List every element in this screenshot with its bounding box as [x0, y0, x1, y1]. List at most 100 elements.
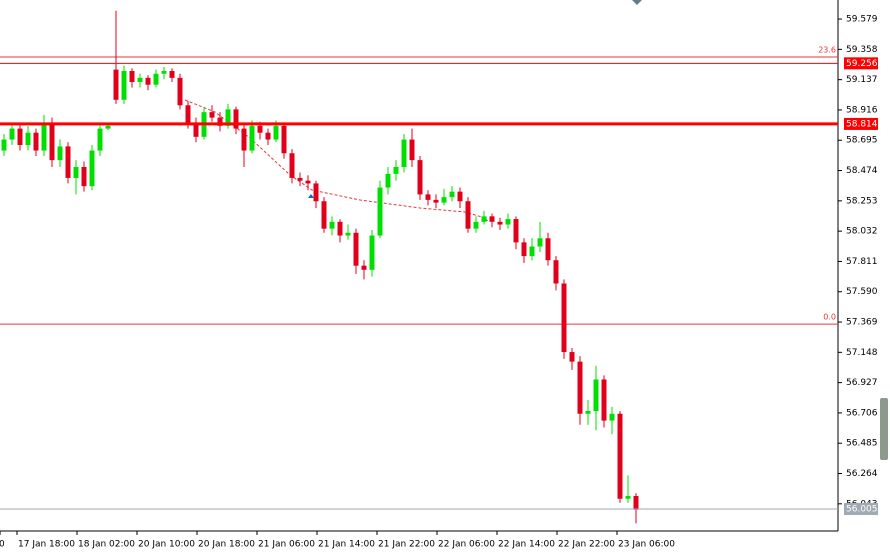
candle-body — [593, 379, 599, 412]
shift-marker — [632, 0, 642, 5]
y-tick-label: 57.148 — [846, 348, 878, 358]
candle-body — [369, 235, 375, 270]
candle-body — [513, 219, 519, 243]
candle-body — [97, 128, 103, 151]
candle-body — [241, 128, 247, 151]
candle-body — [537, 238, 543, 247]
candle-body — [249, 125, 255, 151]
candle-body — [473, 221, 479, 229]
candle-body — [57, 146, 63, 161]
candle-body — [273, 125, 279, 140]
candle-body — [361, 265, 367, 270]
y-tick-label: 56.264 — [846, 469, 878, 479]
price-label-box — [844, 57, 878, 70]
candle-body — [505, 219, 511, 225]
candle-body — [625, 496, 631, 499]
x-tick-label: 21 Jan 14:00 — [318, 540, 375, 550]
candle-body — [601, 379, 607, 421]
candle-body — [265, 132, 271, 140]
candle-body — [481, 216, 487, 222]
scroll-handle[interactable] — [880, 398, 888, 460]
candle-body — [81, 166, 87, 187]
y-tick-label: 58.253 — [846, 196, 878, 206]
candle-body — [41, 123, 47, 151]
candle-body — [177, 77, 183, 106]
candle-body — [137, 77, 143, 82]
y-tick-label: 58.032 — [846, 227, 878, 237]
y-tick-label: 56.927 — [846, 378, 878, 388]
candle-body — [345, 232, 351, 236]
y-tick-label: 57.811 — [846, 257, 878, 267]
candle-body — [353, 232, 359, 266]
candle-body — [33, 132, 39, 151]
candle-body — [465, 201, 471, 229]
candle-body — [281, 125, 287, 154]
x-tick-label: 0 — [0, 540, 5, 550]
candle-body — [225, 109, 231, 126]
x-tick-label: 20 Jan 18:00 — [198, 540, 255, 550]
price-label: 59.256 — [846, 59, 878, 69]
fib-label: 23.6 — [818, 46, 836, 55]
candle-body — [153, 73, 159, 85]
y-tick-label: 56.485 — [846, 439, 878, 449]
candle-body — [113, 69, 119, 100]
price-label-box — [844, 503, 878, 516]
y-tick-label: 58.695 — [846, 136, 878, 146]
candle-body — [321, 201, 327, 229]
candle-body — [553, 260, 559, 284]
x-tick-label: 18 Jan 02:00 — [78, 540, 135, 550]
candle-body — [609, 413, 615, 421]
y-tick-label: 56.706 — [846, 408, 878, 418]
candle-body — [393, 166, 399, 174]
candle-body — [633, 496, 639, 510]
y-tick-label: 58.916 — [846, 105, 878, 115]
candle-body — [497, 221, 503, 225]
y-tick-label: 59.579 — [846, 15, 878, 25]
y-tick-label: 57.369 — [846, 318, 878, 328]
x-tick-label: 22 Jan 06:00 — [438, 540, 495, 550]
candle-body — [617, 413, 623, 499]
candle-body — [377, 187, 383, 236]
candle-body — [161, 71, 167, 74]
candle-body — [401, 139, 407, 167]
candle-body — [385, 173, 391, 188]
candle-body — [297, 177, 303, 181]
price-label-box — [844, 117, 878, 130]
candle-body — [457, 191, 463, 202]
candle-body — [169, 71, 175, 78]
candle-body — [217, 117, 223, 126]
candle-body — [409, 139, 415, 161]
candle-body — [129, 71, 135, 82]
candle-body — [209, 112, 215, 118]
candle-body — [545, 238, 551, 261]
candle-body — [65, 146, 71, 178]
x-tick-label: 22 Jan 22:00 — [558, 540, 615, 550]
candle-body — [121, 71, 127, 100]
x-tick-label: 21 Jan 06:00 — [258, 540, 315, 550]
candle-body — [233, 109, 239, 129]
price-label: 56.005 — [846, 505, 878, 515]
candle-body — [433, 199, 439, 203]
candle-body — [329, 221, 335, 229]
candle-body — [49, 123, 55, 161]
candle-body — [425, 194, 431, 200]
x-tick-label: 23 Jan 06:00 — [618, 540, 675, 550]
candle-body — [17, 128, 23, 146]
y-tick-label: 59.358 — [846, 45, 878, 55]
candle-body — [257, 125, 263, 133]
candle-body — [25, 132, 31, 146]
candle-body — [561, 283, 567, 353]
candle-body — [9, 128, 15, 140]
candle-body — [73, 166, 79, 178]
candle-body — [441, 197, 447, 203]
candle-body — [289, 153, 295, 178]
candle-body — [529, 246, 535, 257]
x-tick-label: 17 Jan 18:00 — [18, 540, 75, 550]
x-tick-label: 20 Jan 10:00 — [138, 540, 195, 550]
price-label: 58.814 — [846, 119, 878, 129]
candle-body — [337, 221, 343, 236]
candle-body — [585, 411, 591, 414]
candle-body — [305, 180, 311, 184]
